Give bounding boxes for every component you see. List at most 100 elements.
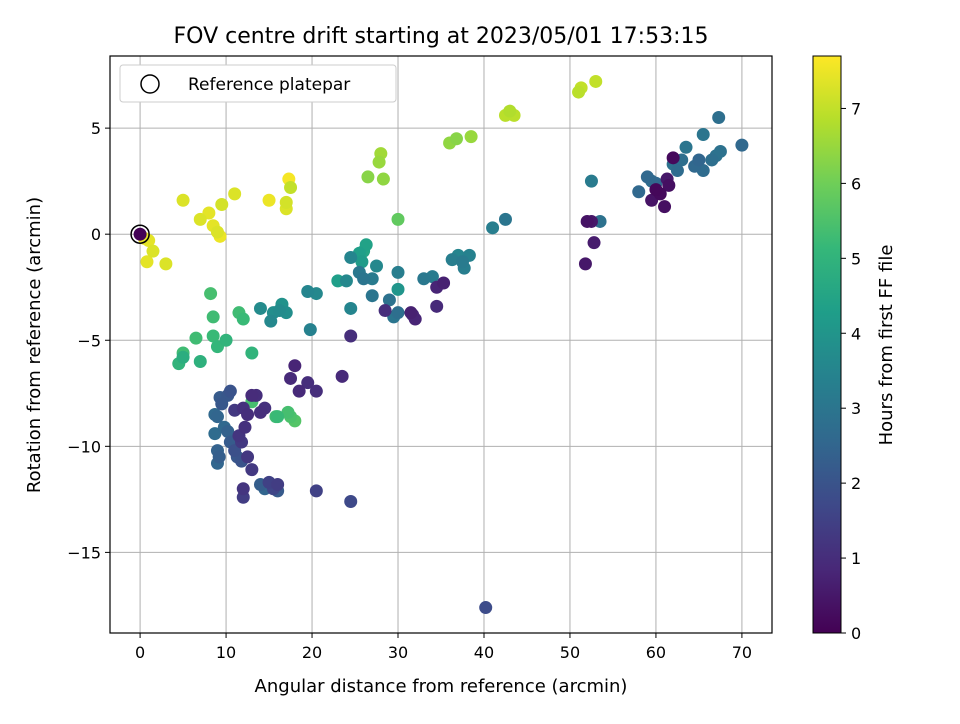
data-point <box>228 187 242 201</box>
data-point <box>292 384 306 398</box>
data-point <box>572 85 586 99</box>
data-point <box>344 301 358 315</box>
data-point <box>262 193 276 207</box>
data-point <box>212 450 226 464</box>
data-point <box>361 170 375 184</box>
data-point <box>245 346 259 360</box>
data-point <box>344 251 358 265</box>
data-point <box>696 127 710 141</box>
colorbar-tick-label: 0 <box>851 624 861 643</box>
data-point <box>713 144 727 158</box>
data-point <box>376 172 390 186</box>
data-point <box>146 244 160 258</box>
legend-box <box>119 64 397 103</box>
data-point <box>357 272 371 286</box>
data-point <box>344 329 358 343</box>
data-point <box>236 482 250 496</box>
colorbar-tick-label: 7 <box>851 99 861 118</box>
data-point <box>679 140 693 154</box>
colorbar-tick-label: 4 <box>851 324 861 343</box>
data-point <box>378 304 392 318</box>
data-point <box>449 132 463 146</box>
data-point <box>253 405 267 419</box>
data-point <box>486 221 500 235</box>
data-point <box>430 299 444 313</box>
colorbar-gradient <box>812 55 842 634</box>
data-point <box>455 255 469 269</box>
data-point <box>206 329 220 343</box>
x-tick-label: 30 <box>388 643 408 662</box>
data-point <box>204 287 218 301</box>
data-point <box>271 410 285 424</box>
points-layer <box>130 74 749 615</box>
colorbar-tick-label: 3 <box>851 399 861 418</box>
data-point <box>662 178 676 192</box>
data-point <box>271 478 285 492</box>
x-tick-label: 70 <box>732 643 752 662</box>
data-point <box>281 405 295 419</box>
x-tick-label: 50 <box>560 643 580 662</box>
data-point <box>284 181 298 195</box>
data-point <box>288 359 302 373</box>
data-point <box>503 104 517 118</box>
colorbar-tick-label: 1 <box>851 549 861 568</box>
legend-marker-icon <box>140 74 160 94</box>
data-point <box>189 331 203 345</box>
y-tick-label: 5 <box>91 119 101 138</box>
data-point <box>670 164 684 178</box>
data-point <box>208 427 222 441</box>
data-point <box>344 494 358 508</box>
legend-label: Reference platepar <box>188 75 350 95</box>
colorbar-ticks: 0 1 2 3 4 5 6 7 <box>841 99 861 643</box>
data-point <box>219 333 233 347</box>
data-point <box>391 306 405 320</box>
x-tick-label: 40 <box>474 643 494 662</box>
data-point <box>437 276 451 290</box>
colorbar-tick-label: 6 <box>851 174 861 193</box>
data-point <box>339 274 353 288</box>
data-point <box>245 388 259 402</box>
data-point <box>705 153 719 167</box>
data-point <box>241 450 255 464</box>
y-tick-label: 0 <box>91 225 101 244</box>
x-tick-label: 60 <box>646 643 666 662</box>
data-point <box>279 195 293 209</box>
grid-layer <box>110 56 772 633</box>
data-point <box>382 293 396 307</box>
data-point <box>365 289 379 303</box>
data-point <box>210 410 224 424</box>
y-tick-label: −5 <box>77 331 101 350</box>
data-point <box>404 306 418 320</box>
data-point <box>284 371 298 385</box>
data-point <box>658 200 672 214</box>
data-point <box>632 185 646 199</box>
data-point <box>241 408 255 422</box>
data-point <box>221 424 235 438</box>
data-point <box>301 376 315 390</box>
data-point <box>498 212 512 226</box>
data-point <box>417 272 431 286</box>
x-tick-label: 0 <box>135 643 145 662</box>
data-point <box>372 155 386 169</box>
colorbar-tick-label: 2 <box>851 474 861 493</box>
data-point <box>133 227 147 241</box>
data-point <box>206 310 220 324</box>
data-point <box>735 138 749 152</box>
data-point <box>303 323 317 337</box>
plot-frame <box>109 55 773 634</box>
data-point <box>264 314 278 328</box>
colorbar-tick-label: 5 <box>851 249 861 268</box>
x-tick-label: 10 <box>216 643 236 662</box>
data-point <box>712 111 726 125</box>
data-point <box>445 253 459 267</box>
data-point <box>245 463 259 477</box>
legend: Reference platepar <box>119 64 397 103</box>
data-point <box>309 384 323 398</box>
data-point <box>301 284 315 298</box>
data-point <box>584 174 598 188</box>
data-point <box>587 236 601 250</box>
data-point <box>193 212 207 226</box>
data-point <box>176 193 190 207</box>
